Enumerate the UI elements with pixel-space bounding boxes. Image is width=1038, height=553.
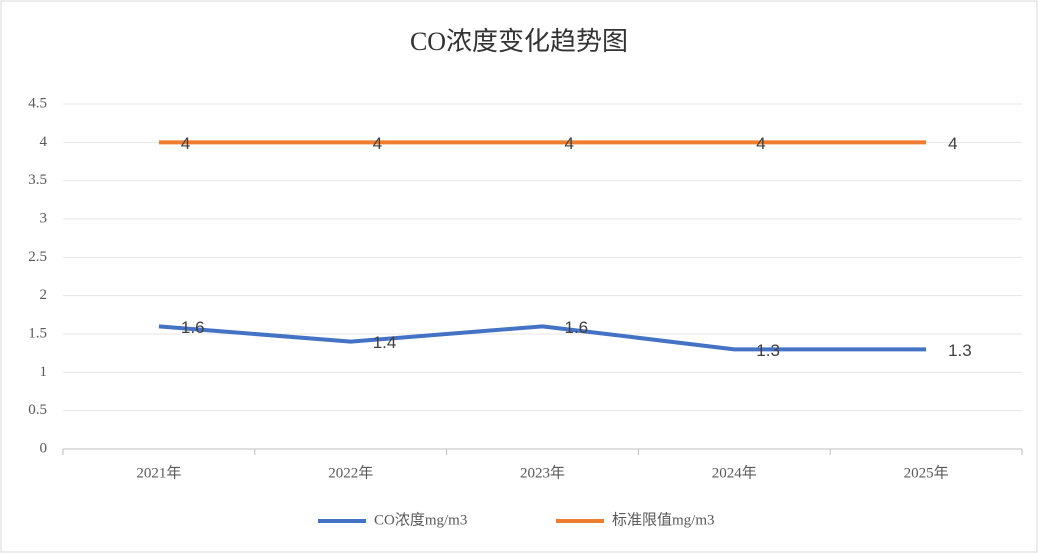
y-tick-label: 2.5 — [28, 249, 47, 265]
y-tick-label: 4.5 — [28, 95, 47, 111]
data-label: 4 — [565, 134, 574, 153]
legend-label: CO浓度mg/m3 — [374, 511, 467, 528]
y-tick-label: 3.5 — [28, 172, 47, 188]
data-label: 1.6 — [565, 318, 589, 337]
y-tick-label: 0 — [40, 440, 48, 456]
data-label: 1.3 — [756, 341, 780, 360]
data-label: 4 — [373, 134, 382, 153]
y-tick-label: 1.5 — [28, 325, 47, 341]
y-tick-label: 0.5 — [28, 402, 47, 418]
chart-title: CO浓度变化趋势图 — [410, 27, 628, 56]
series-line — [158, 324, 927, 352]
x-tick-label: 2022年 — [328, 464, 373, 481]
data-label: 1.3 — [948, 341, 972, 360]
y-tick-label: 4 — [40, 134, 48, 150]
y-tick-label: 3 — [40, 210, 48, 226]
data-label: 4 — [181, 134, 190, 153]
x-tick-label: 2024年 — [712, 464, 757, 481]
y-tick-label: 1 — [40, 364, 48, 380]
x-tick-label: 2025年 — [904, 464, 949, 481]
data-label: 4 — [948, 134, 957, 153]
data-label: 4 — [756, 134, 765, 153]
y-tick-label: 2 — [40, 287, 48, 303]
data-label: 1.6 — [181, 318, 205, 337]
legend-label: 标准限值mg/m3 — [612, 511, 715, 528]
x-tick-label: 2021年 — [136, 464, 181, 481]
x-tick-label: 2023年 — [520, 464, 565, 481]
data-label: 1.4 — [373, 333, 397, 352]
